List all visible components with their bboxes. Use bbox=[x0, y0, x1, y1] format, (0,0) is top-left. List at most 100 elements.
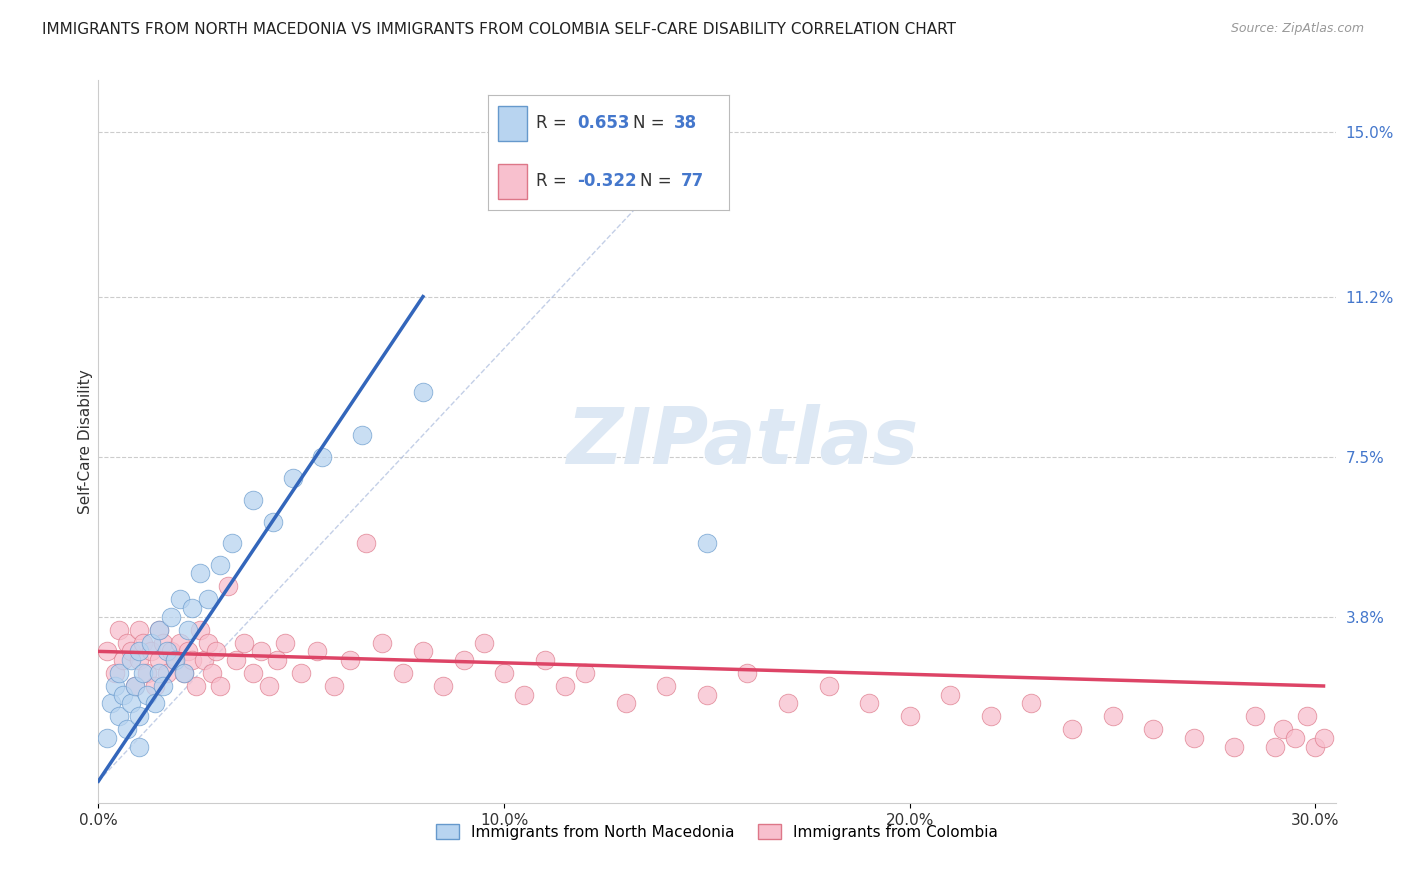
Point bbox=[152, 636, 174, 650]
Point bbox=[169, 592, 191, 607]
Point bbox=[472, 636, 495, 650]
Point bbox=[352, 428, 374, 442]
Point bbox=[257, 679, 280, 693]
Point bbox=[322, 679, 344, 693]
Point bbox=[180, 653, 202, 667]
Point bbox=[412, 644, 434, 658]
Point bbox=[120, 696, 142, 710]
Point bbox=[197, 592, 219, 607]
Point bbox=[1296, 709, 1319, 723]
Point bbox=[136, 665, 159, 680]
Point bbox=[453, 653, 475, 667]
Point bbox=[1305, 739, 1327, 754]
Point bbox=[737, 665, 759, 680]
Point bbox=[128, 644, 150, 658]
Point bbox=[354, 536, 377, 550]
Point bbox=[233, 636, 256, 650]
Point bbox=[1271, 723, 1294, 737]
Text: IMMIGRANTS FROM NORTH MACEDONIA VS IMMIGRANTS FROM COLOMBIA SELF-CARE DISABILITY: IMMIGRANTS FROM NORTH MACEDONIA VS IMMIG… bbox=[42, 22, 956, 37]
Point bbox=[104, 665, 127, 680]
Point bbox=[307, 644, 329, 658]
Point bbox=[148, 653, 170, 667]
Point bbox=[128, 739, 150, 754]
Point bbox=[1243, 709, 1265, 723]
Point bbox=[107, 665, 129, 680]
Point bbox=[132, 636, 155, 650]
Point bbox=[817, 679, 839, 693]
Point bbox=[776, 696, 799, 710]
Point bbox=[614, 696, 637, 710]
Point bbox=[188, 623, 211, 637]
Point bbox=[1142, 723, 1164, 737]
Point bbox=[242, 492, 264, 507]
Point bbox=[128, 623, 150, 637]
Point bbox=[696, 688, 718, 702]
Point bbox=[205, 644, 228, 658]
Point bbox=[225, 653, 247, 667]
Point bbox=[197, 636, 219, 650]
Point bbox=[173, 665, 195, 680]
Point bbox=[281, 471, 304, 485]
Point bbox=[111, 688, 134, 702]
Point bbox=[274, 636, 297, 650]
Point bbox=[124, 679, 146, 693]
Point bbox=[1060, 723, 1083, 737]
Point bbox=[209, 679, 232, 693]
Point bbox=[180, 601, 202, 615]
Point bbox=[143, 679, 166, 693]
Text: ZIPatlas: ZIPatlas bbox=[565, 403, 918, 480]
Point bbox=[124, 679, 146, 693]
Point bbox=[432, 679, 454, 693]
Point bbox=[1182, 731, 1205, 745]
Point bbox=[120, 653, 142, 667]
Point bbox=[939, 688, 962, 702]
Point bbox=[1223, 739, 1246, 754]
Point bbox=[221, 536, 243, 550]
Point bbox=[858, 696, 880, 710]
Point bbox=[148, 623, 170, 637]
Point bbox=[173, 665, 195, 680]
Point bbox=[980, 709, 1002, 723]
Point bbox=[391, 665, 413, 680]
Point bbox=[217, 579, 239, 593]
Point bbox=[156, 644, 179, 658]
Y-axis label: Self-Care Disability: Self-Care Disability bbox=[77, 369, 93, 514]
Point bbox=[107, 623, 129, 637]
Point bbox=[209, 558, 232, 572]
Point bbox=[141, 644, 163, 658]
Point bbox=[533, 653, 555, 667]
Text: Source: ZipAtlas.com: Source: ZipAtlas.com bbox=[1230, 22, 1364, 36]
Point bbox=[115, 723, 138, 737]
Point bbox=[1264, 739, 1286, 754]
Point bbox=[148, 665, 170, 680]
Point bbox=[176, 644, 198, 658]
Point bbox=[160, 644, 183, 658]
Point bbox=[152, 679, 174, 693]
Point bbox=[554, 679, 576, 693]
Point bbox=[96, 731, 118, 745]
Point bbox=[188, 566, 211, 581]
Point bbox=[201, 665, 224, 680]
Point bbox=[148, 623, 170, 637]
Point bbox=[193, 653, 215, 667]
Point bbox=[184, 679, 207, 693]
Point bbox=[1312, 731, 1334, 745]
Point bbox=[141, 636, 163, 650]
Point bbox=[111, 653, 134, 667]
Point bbox=[339, 653, 361, 667]
Point bbox=[169, 636, 191, 650]
Point bbox=[412, 384, 434, 399]
Point bbox=[1021, 696, 1043, 710]
Legend: Immigrants from North Macedonia, Immigrants from Colombia: Immigrants from North Macedonia, Immigra… bbox=[430, 818, 1004, 846]
Point bbox=[160, 609, 183, 624]
Point bbox=[115, 636, 138, 650]
Point bbox=[128, 709, 150, 723]
Point bbox=[156, 665, 179, 680]
Point bbox=[1101, 709, 1123, 723]
Point bbox=[513, 688, 536, 702]
Point bbox=[165, 653, 187, 667]
Point bbox=[262, 515, 284, 529]
Point bbox=[104, 679, 127, 693]
Point bbox=[1284, 731, 1306, 745]
Point bbox=[96, 644, 118, 658]
